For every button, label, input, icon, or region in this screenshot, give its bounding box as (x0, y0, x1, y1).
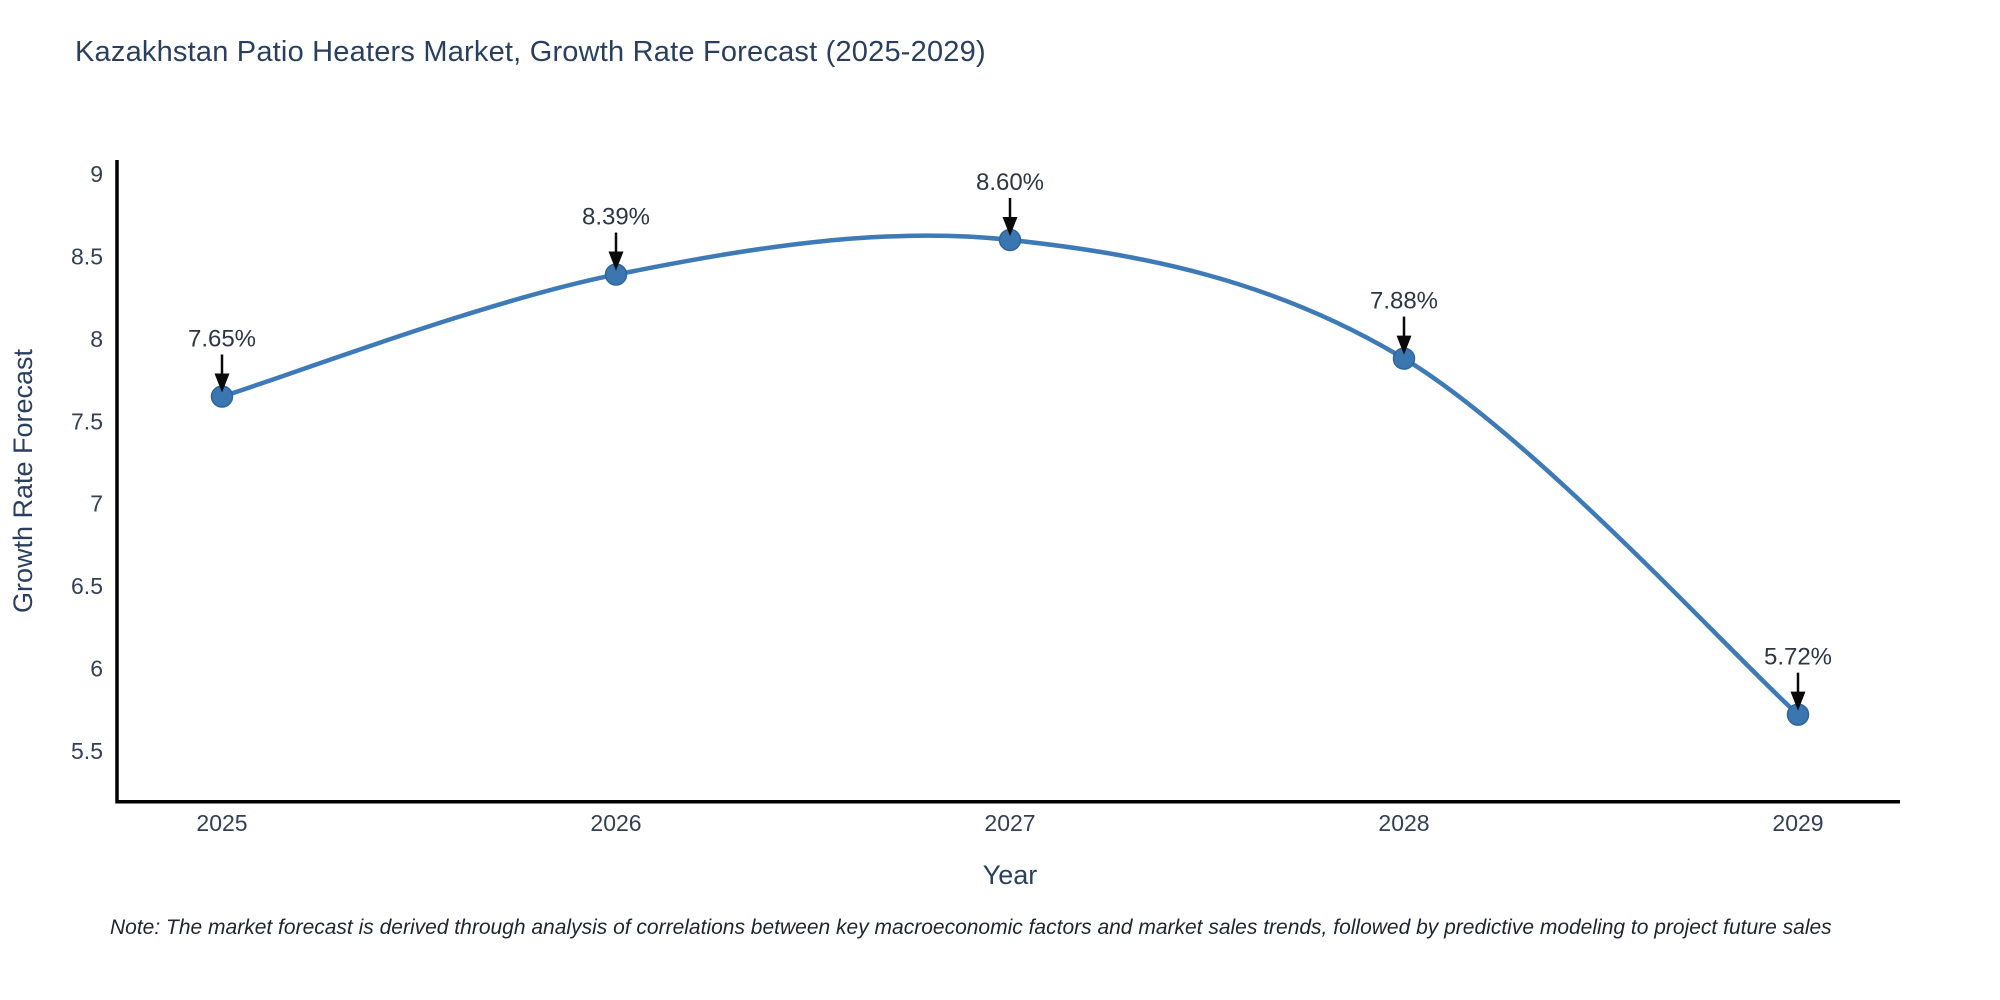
y-tick-label: 8 (90, 326, 103, 352)
x-tick-label: 2028 (1378, 810, 1429, 836)
annotation-arrow-head (1396, 335, 1412, 355)
x-tick-label: 2025 (196, 810, 247, 836)
x-tick-label: 2026 (590, 810, 641, 836)
chart-title: Kazakhstan Patio Heaters Market, Growth … (75, 36, 986, 68)
annotation-arrow-head (1002, 216, 1018, 236)
footnote: Note: The market forecast is derived thr… (110, 916, 1832, 939)
y-tick-label: 7.5 (71, 408, 103, 434)
annotation-arrow-head (214, 373, 230, 393)
x-tick-label: 2027 (984, 810, 1035, 836)
x-tick-label: 2029 (1772, 810, 1823, 836)
plot-area: 9 8.5 8 7.5 7 6.5 6 5.5 2025 2026 2027 2028 2029 7.65… (71, 161, 1832, 836)
annotation-label: 7.88% (1370, 288, 1438, 315)
x-axis-title: Year (983, 860, 1038, 890)
y-tick-label: 5.5 (71, 738, 103, 764)
annotation-label: 8.60% (976, 169, 1044, 196)
y-tick-label: 7 (90, 491, 103, 517)
y-tick-label: 6 (90, 655, 103, 681)
annotation-arrow-head (1790, 691, 1806, 711)
annotation-label: 5.72% (1764, 644, 1832, 671)
y-tick-label: 6.5 (71, 573, 103, 599)
annotation-label: 8.39% (582, 204, 650, 231)
y-tick-label: 9 (90, 161, 103, 187)
annotation-arrow-head (608, 251, 624, 271)
y-tick-label: 8.5 (71, 243, 103, 269)
series-line (219, 233, 1801, 717)
y-axis-title: Growth Rate Forecast (8, 348, 38, 613)
annotation-label: 7.65% (188, 326, 256, 353)
